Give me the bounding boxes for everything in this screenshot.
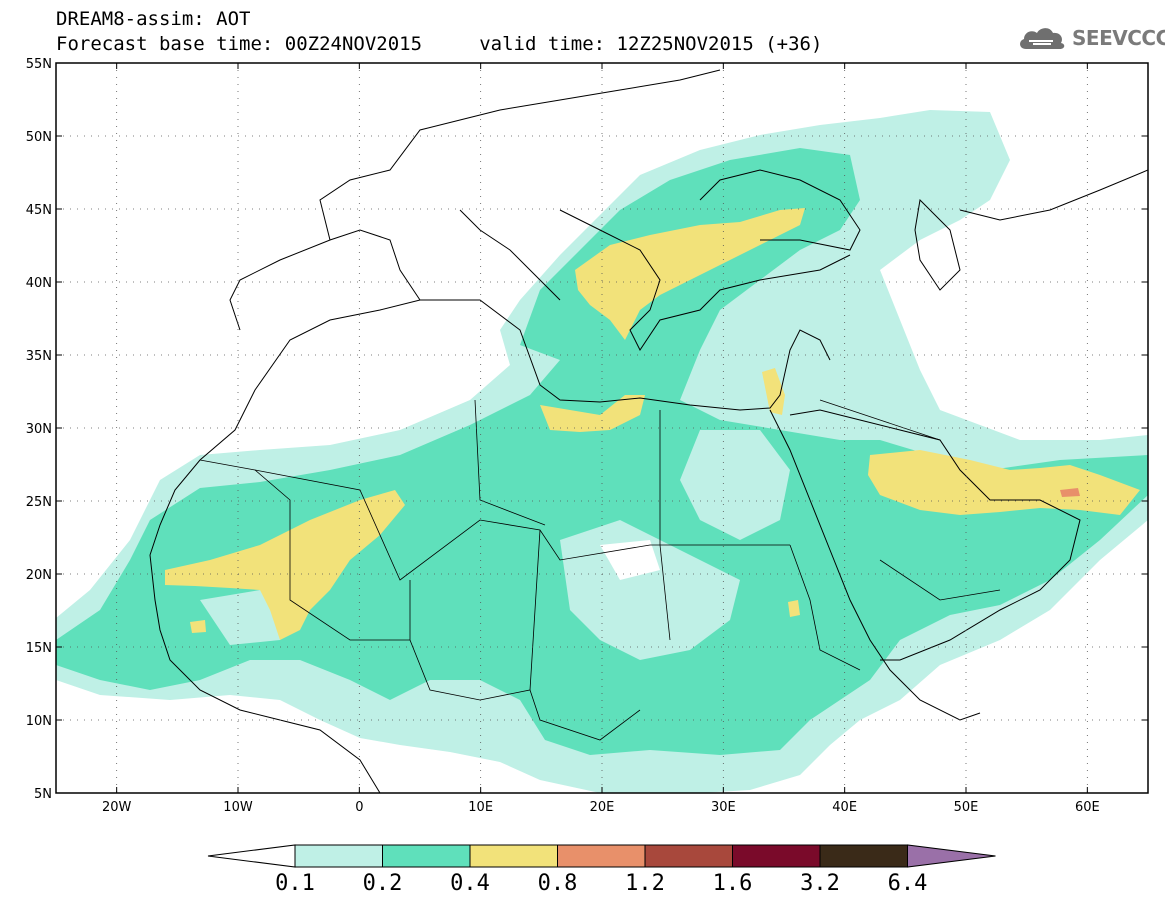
graticule [56,63,1148,793]
aot-fill-layer [56,110,1148,793]
colorbar-swatch [732,844,821,868]
colorbar-swatch [469,844,558,868]
lat-tick-label: 5N [34,787,52,802]
lat-tick-label: 55N [26,57,52,72]
colorbar-swatch [294,844,383,868]
lat-tick-label: 10N [26,714,52,729]
lon-tick-label: 20E [590,800,615,815]
colorbar-level-label: 6.4 [888,871,928,896]
colorbar-swatch [819,844,908,868]
lat-tick-label: 45N [26,203,52,218]
lon-tick-label: 0 [355,800,363,815]
lon-tick-label: 20W [102,800,132,815]
aot-band-0.2 [56,148,1148,755]
colorbar-level-label: 0.2 [363,871,403,896]
colorbar-level-label: 0.1 [275,871,315,896]
lat-tick-label: 30N [26,422,52,437]
lon-tick-label: 10E [468,800,493,815]
lon-tick-label: 60E [1075,800,1100,815]
lat-tick-label: 15N [26,641,52,656]
aot-band-0.4-libya [540,395,645,432]
aot-band-0.4-sahara [165,490,405,640]
colorbar-level-label: 1.2 [625,871,665,896]
colorbar: 0.1 0.2 0.4 0.8 1.2 1.6 3.2 6.4 [207,844,996,896]
colorbar-high-arrow [907,844,996,868]
colorbar-level-label: 0.8 [538,871,578,896]
colorbar-level-label: 0.4 [450,871,490,896]
aot-band-0.4-arabia [868,450,1140,515]
lat-tick-label: 20N [26,568,52,583]
cloud-icon [1020,28,1065,49]
coastlines [149,69,1148,793]
colorbar-level-label: 3.2 [800,871,840,896]
seevccc-logo: SEEVCCC [1016,22,1165,54]
lon-tick-label: 40E [832,800,857,815]
lon-tick-label: 50E [954,800,979,815]
colorbar-level-label: 1.6 [713,871,753,896]
forecast-time-subtitle: Forecast base time: 00Z24NOV2015 valid t… [56,33,823,55]
map-title: DREAM8-assim: AOT [56,8,251,30]
lat-tick-label: 40N [26,276,52,291]
country-borders [199,399,1001,741]
lon-tick-label: 10W [223,800,253,815]
lat-tick-label: 50N [26,130,52,145]
colorbar-low-arrow [207,844,296,868]
logo-text: SEEVCCC [1072,26,1165,50]
aot-band-0.4-balkans [575,208,805,340]
colorbar-swatch [644,844,733,868]
colorbar-swatch [382,844,471,868]
lat-tick-label: 35N [26,349,52,364]
lat-tick-label: 25N [26,495,52,510]
axis-ticks: 55N 50N 45N 40N 35N 30N 25N 20N 15N 10N 5N 20W 10W 0 1… [26,57,1148,815]
lon-tick-label: 30E [711,800,736,815]
colorbar-swatch [557,844,646,868]
